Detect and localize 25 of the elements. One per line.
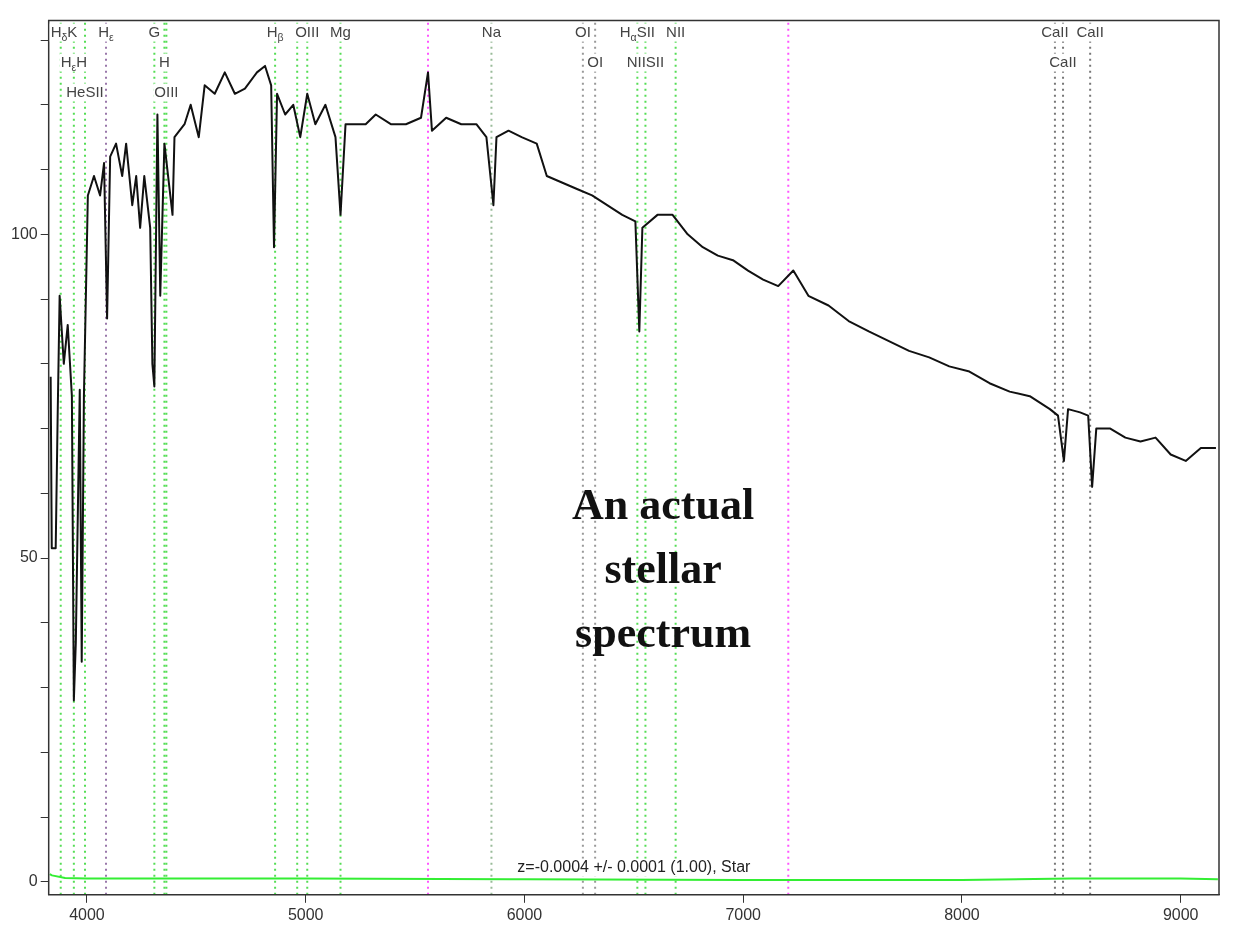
ref-line-label: Na: [481, 22, 502, 40]
x-tick-label: 5000: [287, 905, 324, 923]
ref-line-label: NIISII: [626, 52, 665, 70]
y-tick-label: 0: [28, 872, 38, 890]
ref-line-label: CaII: [1076, 22, 1104, 40]
ref-line-label: NII: [666, 22, 686, 40]
y-tick-label: 50: [19, 548, 38, 566]
ref-line-label: OIII: [154, 82, 179, 100]
ref-line-label: OI: [587, 52, 604, 70]
x-tick-label: 4000: [69, 905, 105, 923]
ref-line-label: Mg: [330, 22, 351, 40]
annotation: An actual stellar spectrum: [572, 479, 755, 657]
ref-line-label: OI: [574, 22, 591, 40]
ref-line-label: G: [148, 22, 161, 40]
ref-line-label: HeSII: [66, 82, 104, 100]
ref-line-label: CaII: [1049, 52, 1077, 70]
ref-line-label: OIII: [295, 22, 320, 40]
annotation: z=-0.0004 +/- 0.0001 (1.00), Star: [517, 858, 752, 876]
x-tick-label: 6000: [506, 905, 543, 923]
ref-line-label: H: [159, 52, 170, 70]
x-tick-label: 8000: [944, 905, 980, 923]
x-tick-label: 9000: [1162, 905, 1199, 923]
y-tick-label: 100: [10, 224, 38, 242]
ref-line-label: CaII: [1041, 22, 1069, 40]
x-tick-label: 7000: [725, 905, 762, 923]
